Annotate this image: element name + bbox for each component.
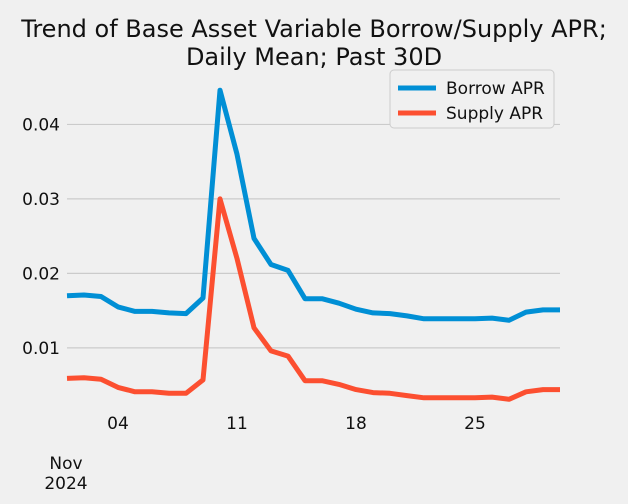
x-axis-ticks: 04 11 18 25 [107, 414, 486, 434]
x-tick-label: 25 [464, 414, 486, 434]
series-line-supply [66, 196, 560, 402]
legend-label-borrow: Borrow APR [446, 79, 545, 99]
y-tick-label: 0.03 [22, 190, 60, 210]
series-line-borrow [66, 87, 560, 323]
y-tick-label: 0.02 [22, 264, 60, 284]
y-tick-label: 0.04 [22, 115, 60, 135]
series-lines [66, 87, 560, 402]
y-tick-label: 0.01 [22, 339, 60, 359]
legend-label-supply: Supply APR [446, 104, 543, 124]
x-tick-label: 11 [226, 414, 248, 434]
chart-title-line-1: Trend of Base Asset Variable Borrow/Supp… [20, 15, 607, 43]
legend: Borrow APR Supply APR [389, 69, 555, 129]
gridlines [67, 123, 560, 349]
x-tick-label: 18 [345, 414, 367, 434]
x-axis-month-label: Nov [49, 454, 82, 474]
x-axis-year-label: 2024 [44, 474, 87, 494]
chart-title-line-2: Daily Mean; Past 30D [186, 43, 442, 71]
x-tick-label: 04 [107, 414, 129, 434]
y-axis-ticks: 0.01 0.02 0.03 0.04 [22, 115, 60, 358]
